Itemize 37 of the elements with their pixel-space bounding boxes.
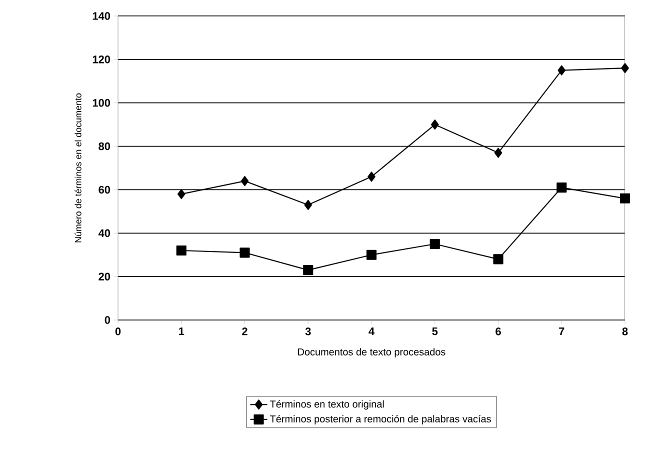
point xyxy=(430,120,439,130)
x-tick-label: 8 xyxy=(622,328,628,336)
y-axis-title: Número de términos en el documento xyxy=(74,93,82,242)
point xyxy=(366,250,377,260)
x-tick-label: 1 xyxy=(179,328,184,336)
y-tick-label: 80 xyxy=(98,142,110,150)
x-tick-label: 3 xyxy=(305,328,311,336)
x-tick-label: 4 xyxy=(368,328,374,336)
legend-label: Términos posterior a remoción de palabras vacías xyxy=(270,414,491,424)
point xyxy=(176,245,186,256)
point xyxy=(240,176,249,186)
point xyxy=(558,65,566,76)
point xyxy=(430,238,440,250)
point xyxy=(620,193,630,204)
legend-label: Términos en texto original xyxy=(270,400,384,410)
point xyxy=(493,254,504,264)
x-tick-label: 0 xyxy=(115,328,121,336)
x-tick-label: 6 xyxy=(496,328,501,336)
point xyxy=(177,189,186,200)
y-tick-label: 100 xyxy=(92,98,110,107)
y-tick-label: 40 xyxy=(98,229,110,238)
x-tick-label: 2 xyxy=(242,328,248,336)
x-tick-label: 7 xyxy=(559,328,564,336)
x-tick-label: 5 xyxy=(432,328,438,336)
point xyxy=(303,265,314,276)
y-tick-label: 0 xyxy=(104,316,110,324)
x-axis-title: Documentos de texto procesados xyxy=(298,348,446,358)
point xyxy=(368,172,376,182)
y-tick-label: 60 xyxy=(98,186,110,194)
point xyxy=(304,200,312,210)
point xyxy=(494,148,502,158)
y-tick-label: 120 xyxy=(92,56,110,64)
point xyxy=(240,248,250,258)
y-tick-label: 20 xyxy=(98,272,110,280)
point xyxy=(556,182,567,193)
point xyxy=(621,63,629,74)
y-tick-label: 140 xyxy=(92,12,110,20)
